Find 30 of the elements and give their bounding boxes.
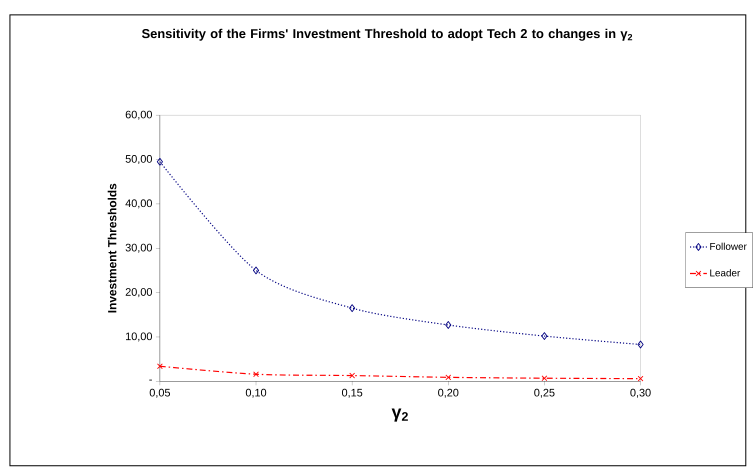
point: [638, 376, 644, 382]
point: [542, 375, 548, 382]
x-tick-label: 0,20: [438, 388, 458, 398]
x-tick-label: 0,05: [150, 388, 170, 398]
x-tick-label: 0,15: [342, 388, 362, 398]
x-axis-title: γ$_{2}$: [392, 408, 408, 422]
y-tick-label: 50,00: [126, 155, 152, 164]
point: [156, 158, 163, 166]
y-tick-label: 40,00: [125, 200, 152, 209]
point: [252, 266, 260, 274]
y-axis-title: Investment Thresholds: [108, 184, 116, 313]
point: [349, 372, 356, 379]
x-tick-label: 0,25: [534, 388, 555, 398]
legend-label: Follower: [710, 242, 747, 250]
point: [349, 304, 356, 312]
chart-title: Sensitivity of the Firms' Investment Threshold to adopt Tech 2 to changes in γ$_{2}$: [142, 28, 632, 41]
y-tick-label: 20,00: [126, 288, 152, 298]
y-tick-label: 30,00: [126, 244, 152, 253]
x-tick-label: 0,10: [246, 388, 266, 398]
y-tick-label: 60,00: [126, 110, 152, 120]
point: [637, 340, 644, 349]
x-tick-label: 0,30: [630, 388, 651, 398]
point: [445, 321, 452, 330]
point: [445, 374, 452, 380]
y-tick-label: -: [149, 380, 152, 381]
point: [253, 371, 259, 378]
y-tick-label: 10,00: [126, 332, 152, 342]
point: [156, 363, 163, 370]
legend-label: Leader: [710, 269, 740, 277]
point: [541, 332, 548, 340]
